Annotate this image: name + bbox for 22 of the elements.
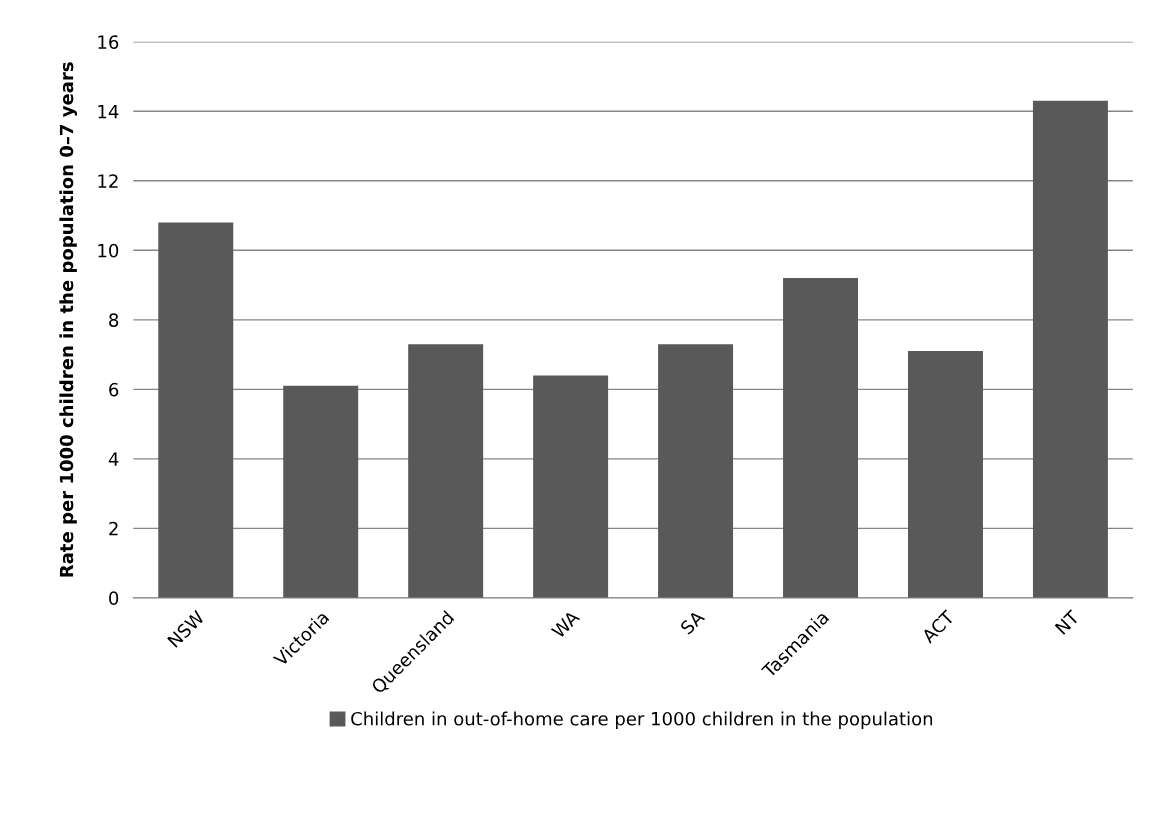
bar	[908, 351, 983, 598]
y-tick-label: 8	[109, 313, 119, 327]
x-tick-label: WA	[550, 609, 581, 639]
y-tick-label: 0	[109, 591, 119, 605]
y-tick-label: 16	[98, 35, 119, 49]
bar	[283, 385, 359, 598]
bar	[533, 375, 609, 598]
y-tick-label: 14	[98, 104, 119, 119]
x-tick-label: SA	[679, 609, 706, 636]
y-tick-label: 12	[98, 174, 118, 188]
bar	[1032, 100, 1108, 598]
y-tick-label: 6	[109, 382, 119, 397]
bar	[783, 278, 859, 598]
y-tick-label: 2	[109, 521, 118, 536]
x-tick-label: NT	[1054, 609, 1081, 635]
legend-label: Children in out-of-home care per 1000 children in the population	[351, 711, 933, 730]
bar	[158, 222, 234, 598]
bar	[658, 344, 734, 598]
y-axis-title: Rate per 1000 children in the population 0–7 years	[59, 62, 77, 577]
bar	[408, 344, 484, 598]
y-tick-label: 4	[108, 452, 119, 466]
y-tick-label: 10	[98, 243, 119, 258]
